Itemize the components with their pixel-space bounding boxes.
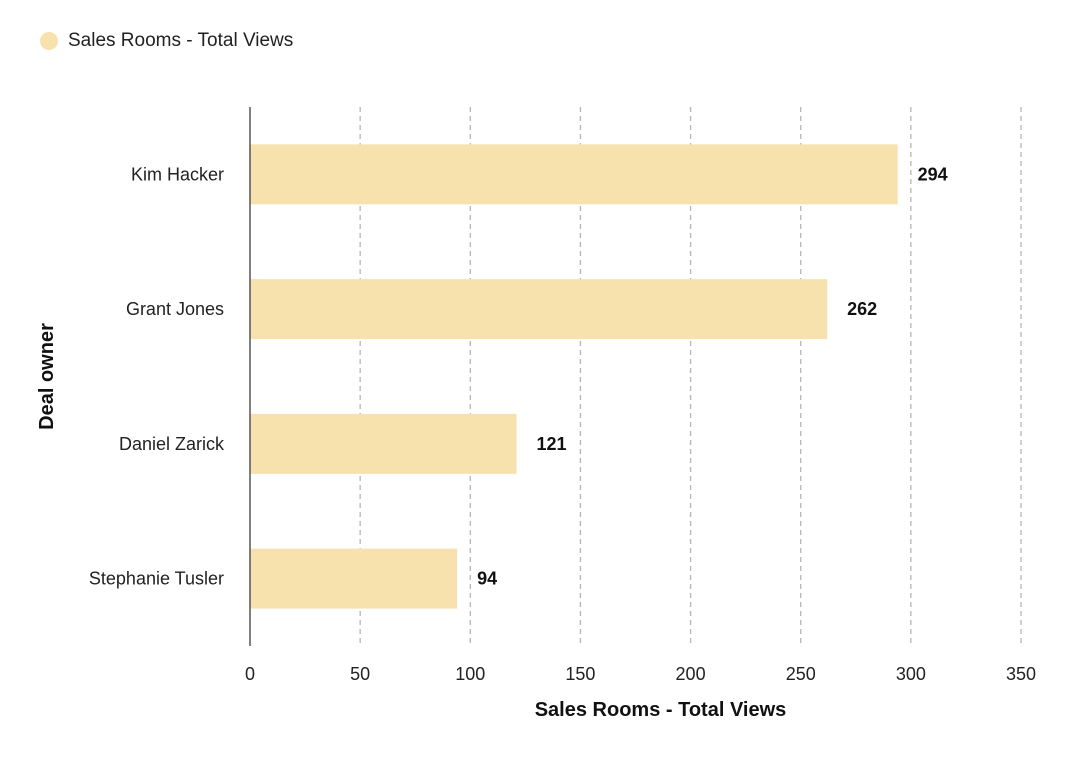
category-label: Stephanie Tusler [89,569,224,589]
legend-swatch [40,32,58,50]
x-tick-label: 350 [1006,664,1036,684]
bars [250,144,898,609]
category-label: Grant Jones [126,299,224,319]
data-label: 294 [918,164,948,184]
y-axis-categories: Kim Hacker Grant Jones Daniel Zarick Stepha… [89,164,225,588]
bar [250,279,828,340]
x-axis-title: Sales Rooms - Total Views [535,699,787,721]
data-label: 121 [537,434,567,454]
category-label: Kim Hacker [131,164,224,184]
x-tick-label: 100 [455,664,485,684]
category-label: Daniel Zarick [119,434,225,454]
bar [250,144,898,205]
legend-label: Sales Rooms - Total Views [68,30,294,51]
x-tick-label: 50 [350,664,370,684]
data-label: 94 [477,569,497,589]
x-tick-label: 250 [786,664,816,684]
x-tick-label: 0 [245,664,255,684]
x-tick-label: 200 [676,664,706,684]
data-label: 262 [847,299,877,319]
x-tick-label: 300 [896,664,926,684]
x-axis-ticks: 0 50 100 150 200 250 300 350 [245,664,1036,684]
y-axis-title: Deal owner [36,323,58,430]
bar [250,548,458,609]
x-tick-label: 150 [565,664,595,684]
bar [250,413,517,474]
chart-legend: Sales Rooms - Total Views [40,30,293,52]
data-labels: 294 262 121 94 [477,164,948,588]
